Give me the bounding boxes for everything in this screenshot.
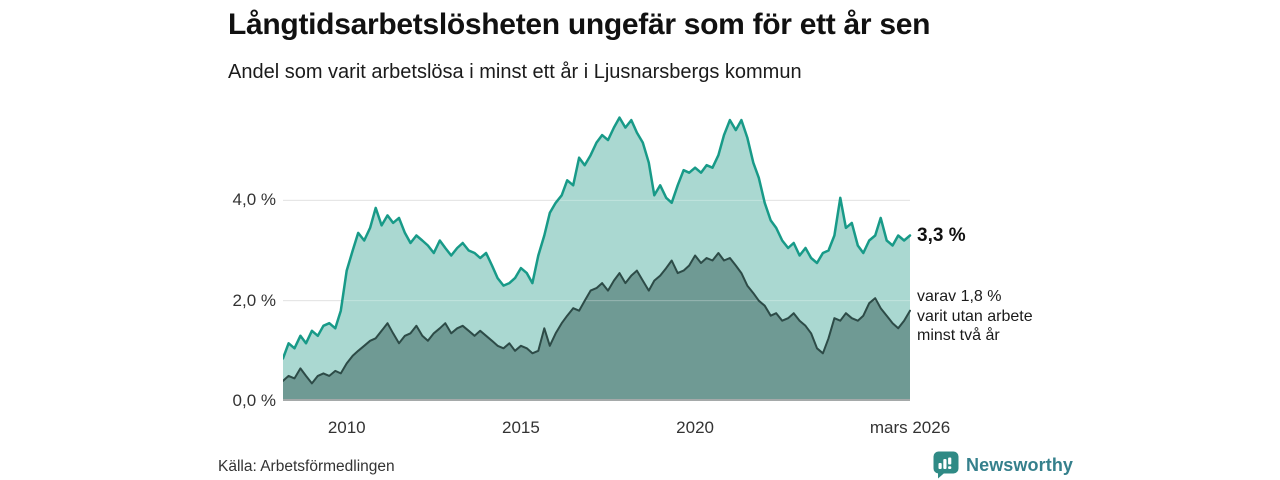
secondary-value-line1: varav 1,8 %: [917, 288, 1002, 305]
newsworthy-logo-icon: [933, 451, 959, 479]
area-fill-two-years: [283, 253, 910, 401]
secondary-value-line2: varit utan arbete: [917, 307, 1033, 325]
series-line-total: [281, 116, 912, 360]
x-tick-label: 2010: [327, 418, 366, 437]
newsworthy-logo: Newsworthy: [933, 451, 1073, 479]
chart-subtitle: Andel som varit arbetslösa i minst ett å…: [228, 61, 802, 83]
x-tick-label: mars 2026: [869, 418, 951, 437]
latest-value-label: 3,3 %: [917, 225, 966, 246]
newsworthy-wordmark: Newsworthy: [966, 454, 1074, 475]
area-chart: [281, 100, 923, 402]
secondary-value-line3: minst två år: [917, 327, 1000, 344]
x-tick-label: 2015: [501, 418, 540, 437]
y-tick-label: 4,0 %: [232, 190, 276, 210]
series-line-two-years: [282, 252, 911, 385]
y-tick-label: 0,0 %: [232, 391, 276, 410]
page-title: Långtidsarbetslösheten ungefär som för e…: [228, 8, 931, 41]
secondary-value-label: varav 1,8 % varit utan arbete minst två …: [917, 287, 1033, 346]
y-tick-label: 2,0 %: [232, 290, 276, 310]
x-tick-label: 2020: [676, 418, 714, 437]
source-note: Källa: Arbetsförmedlingen: [218, 458, 395, 475]
